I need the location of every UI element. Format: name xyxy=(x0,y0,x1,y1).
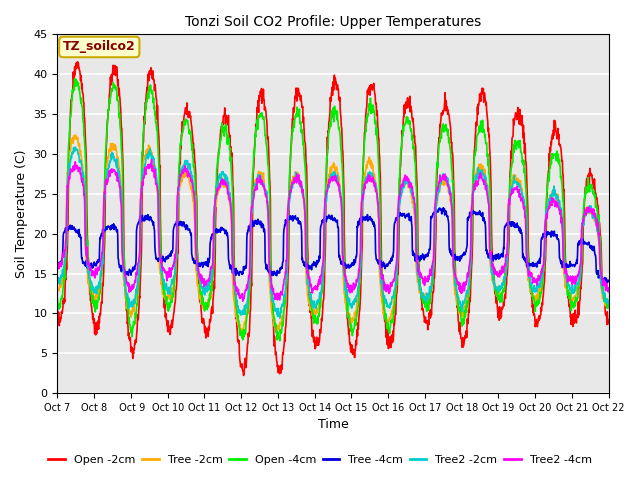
Y-axis label: Soil Temperature (C): Soil Temperature (C) xyxy=(15,149,28,278)
Text: TZ_soilco2: TZ_soilco2 xyxy=(63,40,136,53)
Title: Tonzi Soil CO2 Profile: Upper Temperatures: Tonzi Soil CO2 Profile: Upper Temperatur… xyxy=(185,15,481,29)
Legend: Open -2cm, Tree -2cm, Open -4cm, Tree -4cm, Tree2 -2cm, Tree2 -4cm: Open -2cm, Tree -2cm, Open -4cm, Tree -4… xyxy=(44,451,596,469)
X-axis label: Time: Time xyxy=(317,419,348,432)
